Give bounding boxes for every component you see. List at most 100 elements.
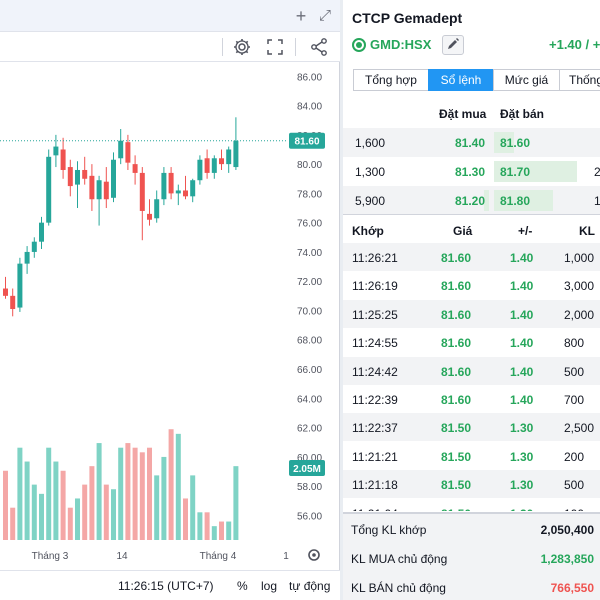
ask-price[interactable]: 81.60 [500, 136, 531, 150]
tab-order-book[interactable]: Sổ lệnh [428, 69, 494, 91]
tab-statistics[interactable]: Thống kê [559, 69, 600, 91]
candle [175, 184, 181, 206]
time-tick-label: Tháng 4 [200, 551, 237, 562]
stock-name: CTCP Gemadept [352, 10, 463, 26]
candle [82, 156, 88, 185]
candle [183, 175, 188, 200]
time-axis[interactable]: Tháng 3 14 Tháng 4 1 [32, 549, 320, 562]
trade-time: 11:22:39 [352, 393, 398, 407]
candle [132, 155, 138, 185]
settings-gear-icon[interactable] [230, 35, 254, 59]
trades-header: Khớp Giá +/- KL [343, 220, 600, 242]
orderbook-row[interactable]: 1,300 81.30 81.70 2 [343, 157, 600, 186]
volume-bar [161, 456, 167, 540]
bid-price[interactable]: 81.30 [455, 165, 486, 179]
active-buy-value: 1,283,850 [540, 552, 594, 566]
volume-bar [190, 475, 196, 540]
trade-price: 81.60 [441, 393, 472, 407]
candle [125, 134, 131, 170]
edit-pencil-icon[interactable] [442, 35, 464, 55]
volume-bar [39, 493, 44, 540]
volume-bar [219, 521, 224, 540]
toolbar-divider [222, 38, 223, 56]
active-buy-label: KL MUA chủ động [351, 552, 448, 566]
candle [168, 167, 174, 200]
add-chart-button[interactable]: + [295, 6, 307, 26]
trade-price: 81.60 [441, 364, 472, 379]
tab-price-levels[interactable]: Mức giá [493, 69, 560, 91]
trade-time: 11:24:42 [352, 364, 398, 379]
ask-price[interactable]: 81.70 [500, 165, 531, 179]
volume-bar [10, 507, 16, 540]
ask-column-header: Đặt bán [500, 107, 545, 121]
percent-scale-toggle[interactable]: % [237, 579, 248, 593]
volume-bar [89, 466, 95, 540]
volume-bar [132, 447, 138, 540]
total-volume-label: Tổng KL khớp [351, 523, 427, 537]
active-sell-value: 766,550 [550, 581, 594, 595]
trade-price: 81.50 [441, 478, 472, 493]
trade-volume: 1,000 [564, 251, 595, 265]
candle [219, 149, 224, 170]
axis-badges: 81.60 2.05M [289, 132, 325, 476]
candle [53, 134, 59, 168]
candle [111, 152, 116, 203]
bid-price[interactable]: 81.40 [455, 136, 486, 150]
log-scale-toggle[interactable]: log [261, 579, 278, 593]
orderbook-row[interactable]: 5,900 81.20 81.80 1 [343, 186, 600, 215]
trade-row: 11:21:21 81.50 1.30 200 [343, 442, 600, 470]
volume-bar [211, 526, 217, 540]
price-tick-label: 68.00 [297, 336, 322, 347]
candle [226, 146, 232, 173]
time-tick-label: 14 [116, 551, 128, 562]
bid-volume-bar [484, 190, 489, 211]
trade-time: 11:25:25 [352, 307, 398, 322]
trade-row: 11:24:42 81.60 1.40 500 [343, 356, 600, 385]
candle [24, 246, 30, 274]
price-tick-label: 66.00 [297, 365, 322, 376]
price-column-header: Giá [453, 224, 473, 238]
auto-scale-toggle[interactable]: tự động [289, 579, 331, 593]
price-candles [0, 117, 287, 317]
trade-row: 11:24:55 81.60 1.40 800 [343, 328, 600, 356]
clock-time: 11:26:15 (UTC+7) [118, 579, 214, 593]
section-divider [343, 214, 600, 215]
bid-volume: 5,900 [355, 194, 386, 208]
time-column-header: Khớp [352, 224, 384, 238]
volume-badge: 2.05M [289, 460, 325, 476]
price-axis[interactable]: 86.0084.0082.0080.0078.0076.0074.0072.00… [297, 72, 322, 522]
share-icon[interactable] [307, 35, 331, 59]
price-tick-label: 70.00 [297, 306, 322, 317]
volume-bar [96, 443, 102, 540]
axis-settings-gear-icon[interactable] [308, 549, 320, 561]
candle [197, 155, 203, 185]
tab-overview[interactable]: Tổng hợp [353, 69, 429, 91]
candlestick-chart[interactable]: 86.0084.0082.0080.0078.0076.0074.0072.00… [0, 62, 340, 570]
active-sell-label: KL BÁN chủ động [351, 581, 446, 595]
trade-price: 81.50 [441, 507, 471, 511]
volume-column-header: KL [579, 224, 595, 238]
bid-price[interactable]: 81.20 [455, 194, 486, 208]
fullscreen-icon[interactable] [263, 35, 287, 59]
trades-list[interactable]: 11:26:21 81.60 1.40 1,000 11:26:19 81.60 1.40 3… [343, 243, 600, 511]
volume-bar [31, 484, 37, 540]
expand-window-button[interactable]: ⤢ [318, 7, 331, 24]
trade-price: 81.60 [441, 336, 472, 351]
toolbar-divider [295, 38, 296, 56]
candle [60, 137, 66, 179]
chart-window-strip: + ⤢ [0, 0, 340, 32]
ask-price[interactable]: 81.80 [500, 194, 531, 208]
price-tick-label: 80.00 [297, 160, 322, 171]
volume-bar [103, 484, 109, 540]
orderbook-row[interactable]: 1,600 81.40 81.60 [343, 128, 600, 157]
bid-column-header: Đặt mua [439, 107, 487, 121]
candle [89, 164, 95, 211]
ask-volume: 2 [594, 165, 600, 179]
ask-volume-bar [494, 161, 577, 182]
candle [46, 149, 52, 226]
trade-change: 1.40 [510, 336, 534, 351]
trade-volume: 500 [564, 364, 585, 379]
volume-bar [175, 433, 181, 540]
trade-change: 1.40 [510, 307, 534, 322]
ticker-symbol[interactable]: GMD:HSX [370, 37, 432, 52]
